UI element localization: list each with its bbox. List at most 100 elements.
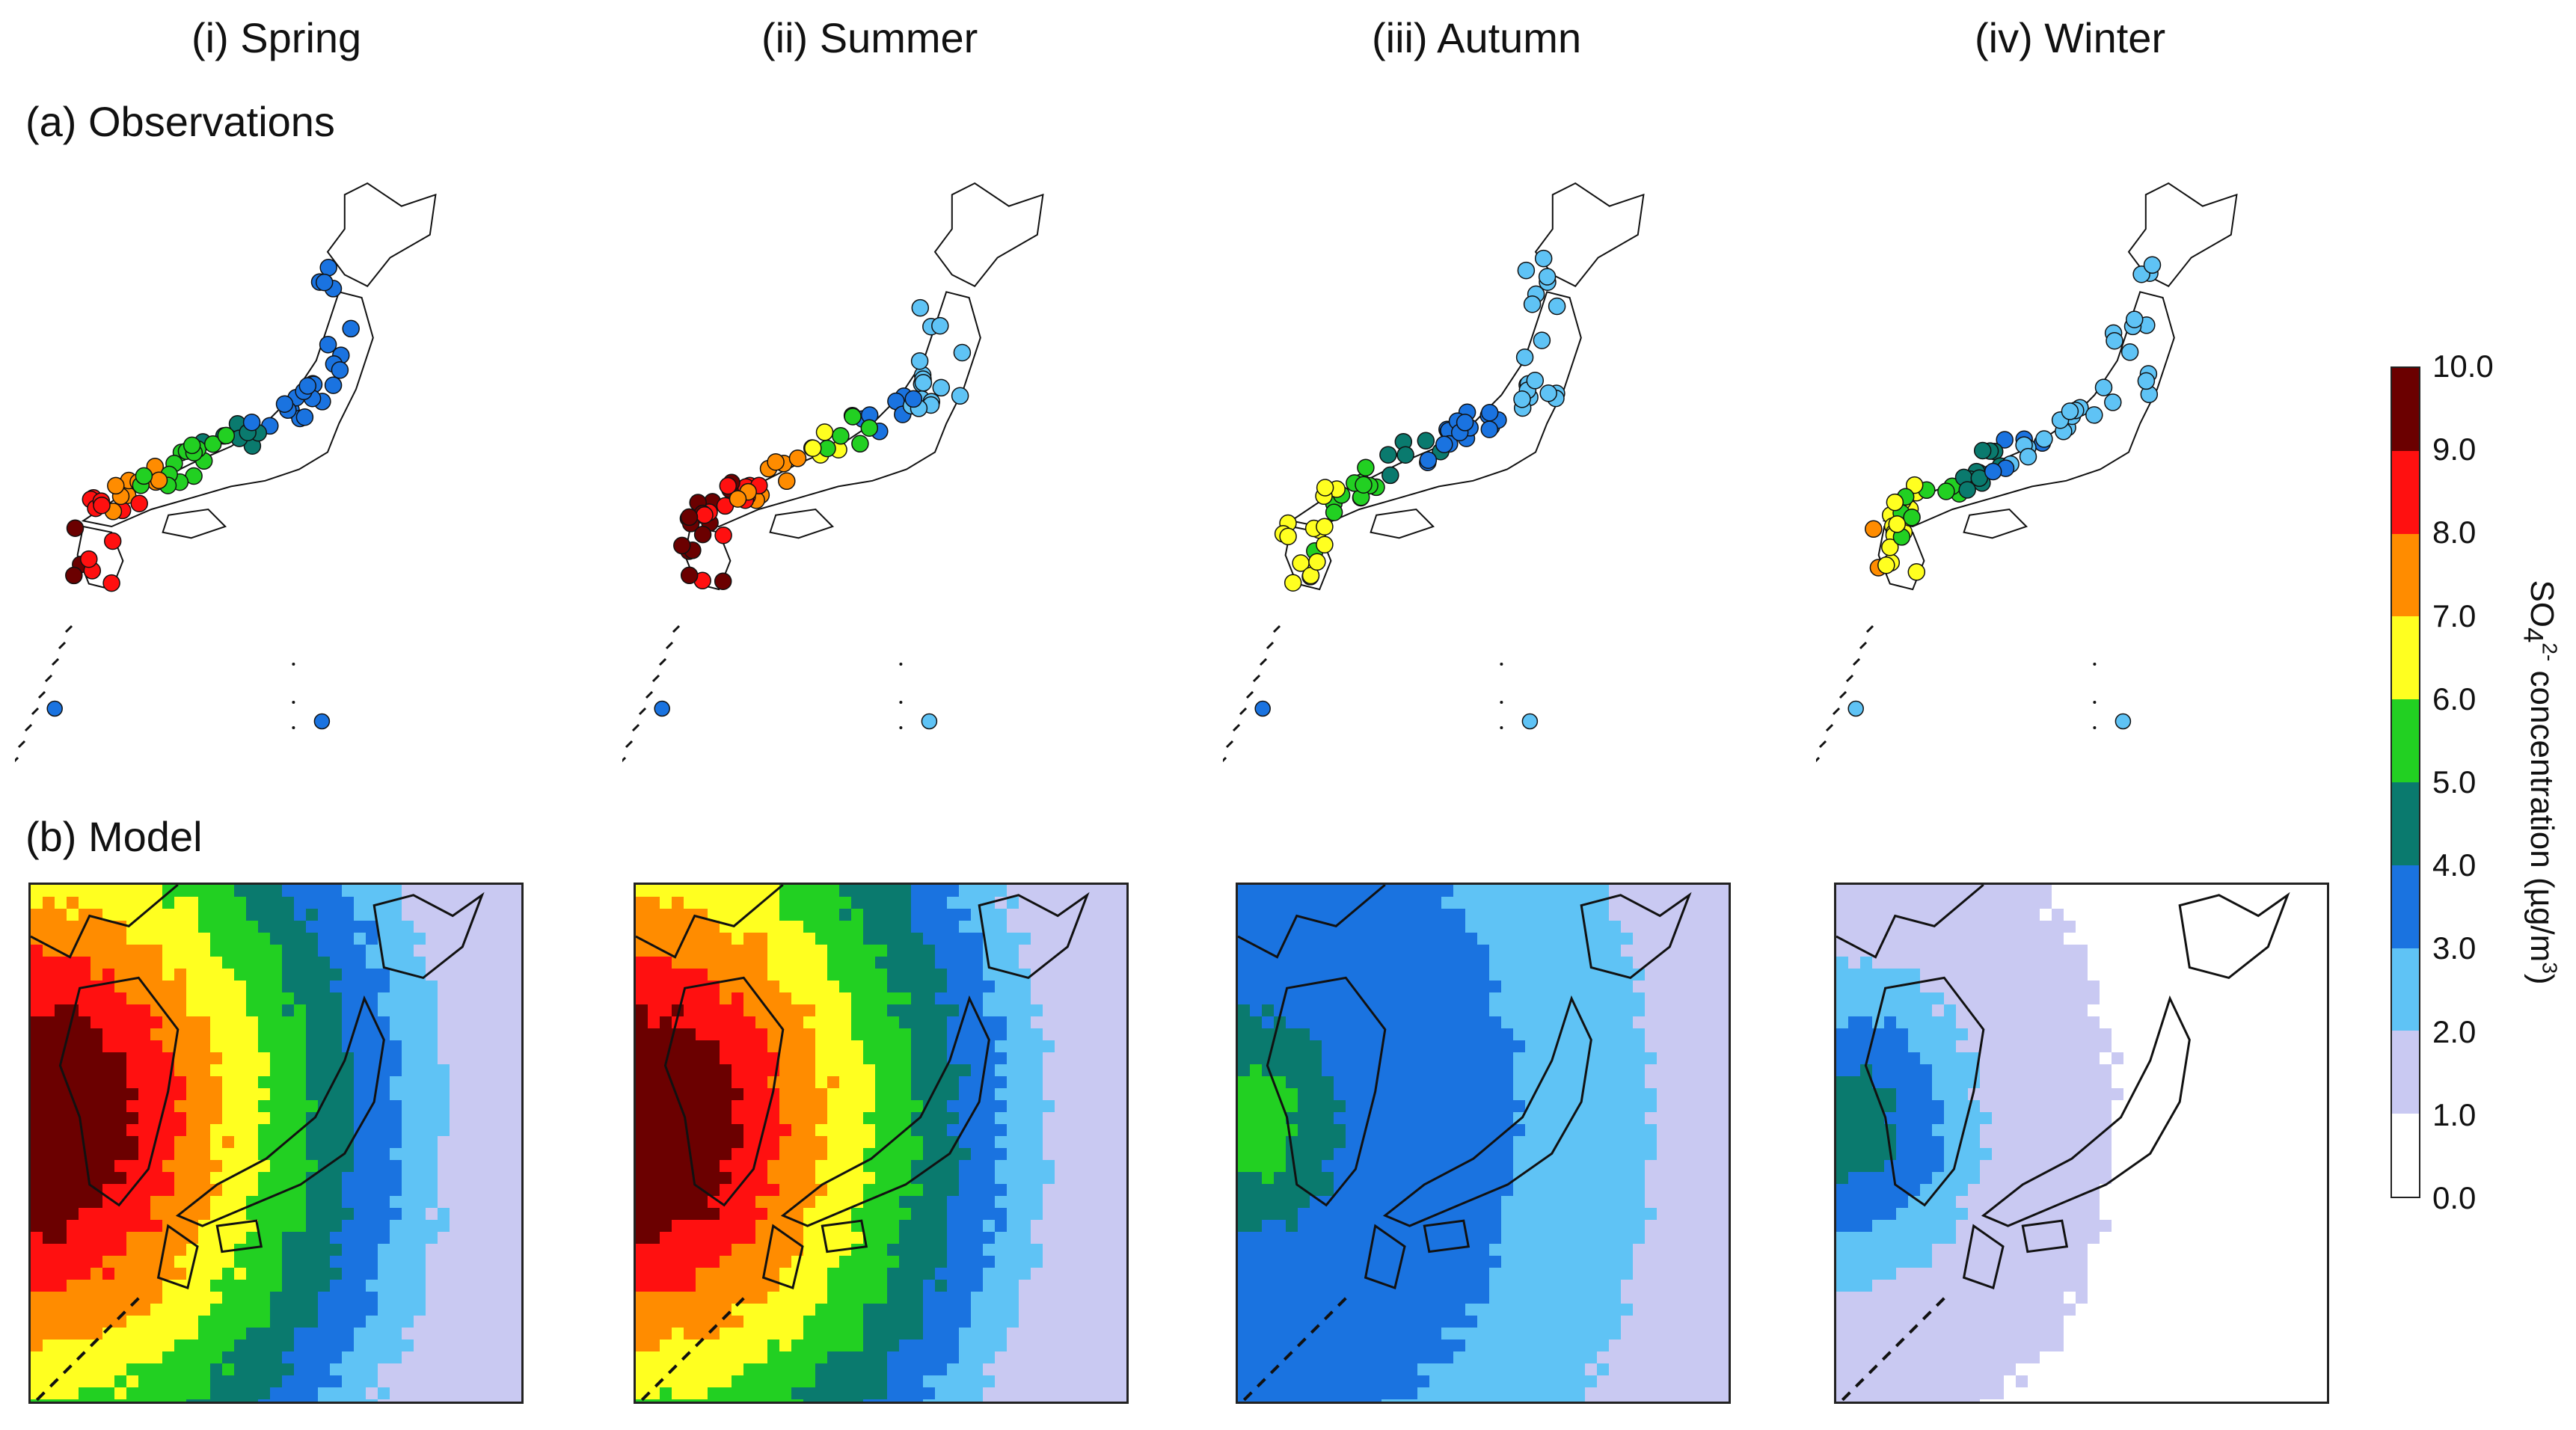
island-mark [1922,1310,1932,1321]
station-marker [1456,414,1474,432]
model-map-svg [1238,885,1729,1402]
island-mark [1854,1378,1865,1388]
island-mark [58,641,67,650]
island-mark [899,701,903,704]
station-marker [93,496,111,515]
station-marker [1357,458,1375,477]
station-marker [788,449,807,467]
station-marker [1379,446,1397,464]
island-mark [625,740,634,749]
coastline [58,976,180,1207]
island-mark [1252,674,1261,683]
station-marker [298,377,317,395]
station-marker [135,467,153,485]
colorbar-tick-label: 7.0 [2432,598,2477,633]
station-marker [1417,432,1435,450]
station-marker [914,374,933,392]
coastline [1836,885,1984,959]
station-marker [911,298,930,317]
colorbar-tick-label: 4.0 [2432,847,2477,883]
island-mark [1272,625,1281,633]
coastline [1266,976,1387,1207]
coastline [1423,1219,1471,1253]
station-marker [2104,393,2122,411]
station-marker [931,316,949,335]
station-marker [851,435,869,453]
station-marker [1881,538,1899,556]
model-map-svg [636,885,1126,1402]
station-marker [932,378,951,397]
station-marker [904,390,923,408]
island-mark [654,1378,664,1388]
coastline [1238,885,1386,959]
coastline [31,885,179,959]
station-marker [242,413,261,432]
coastline [780,995,990,1227]
island-mark [49,1378,59,1388]
station-marker [1517,261,1536,280]
column-title-autumn: (iii) Autumn [1372,14,1582,61]
observation-map-svg [15,182,437,763]
station-marker [951,387,969,405]
coastline [1382,995,1592,1227]
colorbar-tick-label: 3.0 [2432,930,2477,966]
model-map-summer [634,883,1129,1404]
station-marker [107,476,125,495]
colorbar-swatch [2392,865,2419,948]
station-marker [1480,403,1499,422]
row-label-model: (b) Model [25,813,203,860]
station-marker [1515,348,1534,366]
island-mark [76,1351,86,1361]
station-marker [1996,431,2014,449]
station-marker [1905,476,1924,494]
island-mark [651,674,660,683]
island-mark [631,723,640,732]
station-marker [1523,295,1542,313]
station-marker [1435,435,1453,453]
station-marker [729,490,747,508]
colorbar-swatch [2392,948,2419,1031]
island-mark [1895,1337,1905,1348]
island-mark [665,641,674,650]
island-mark [1859,641,1868,650]
station-marker [1907,563,1926,581]
island-mark [1283,1351,1293,1361]
station-marker [714,572,732,590]
island-mark [292,663,295,666]
column-title-summer: (ii) Summer [761,14,978,61]
island-mark [31,707,40,716]
station-marker [342,319,360,338]
station-marker [2106,331,2123,350]
coastline [821,1219,868,1253]
station-marker [319,259,337,277]
colorbar-swatch [2392,782,2419,865]
island-mark [2093,701,2097,704]
colorbar-tick-label: 0.0 [2432,1180,2477,1215]
coastline [372,892,485,980]
colorbar [2391,366,2420,1198]
station-marker [2125,310,2144,328]
island-mark [622,756,627,763]
station-marker [1877,556,1895,574]
station-marker [2035,430,2053,448]
colorbar-swatch [2392,450,2419,534]
island-mark [89,1337,99,1348]
station-marker [1539,384,1557,402]
station-marker [2143,256,2162,274]
station-marker [673,536,691,555]
station-marker [103,532,122,550]
station-marker [1254,700,1271,717]
island-mark [672,625,681,633]
island-mark [735,1297,745,1307]
station-marker [275,395,294,413]
island-mark [1818,740,1827,749]
coastline [663,976,785,1207]
station-marker [1381,466,1399,485]
colorbar-tick-label: 10.0 [2432,349,2494,384]
station-marker [719,476,737,495]
station-marker [921,713,938,730]
station-marker [1984,462,2002,481]
station-marker [295,408,314,426]
colorbar-swatch [2392,616,2419,700]
station-marker [1284,574,1302,592]
